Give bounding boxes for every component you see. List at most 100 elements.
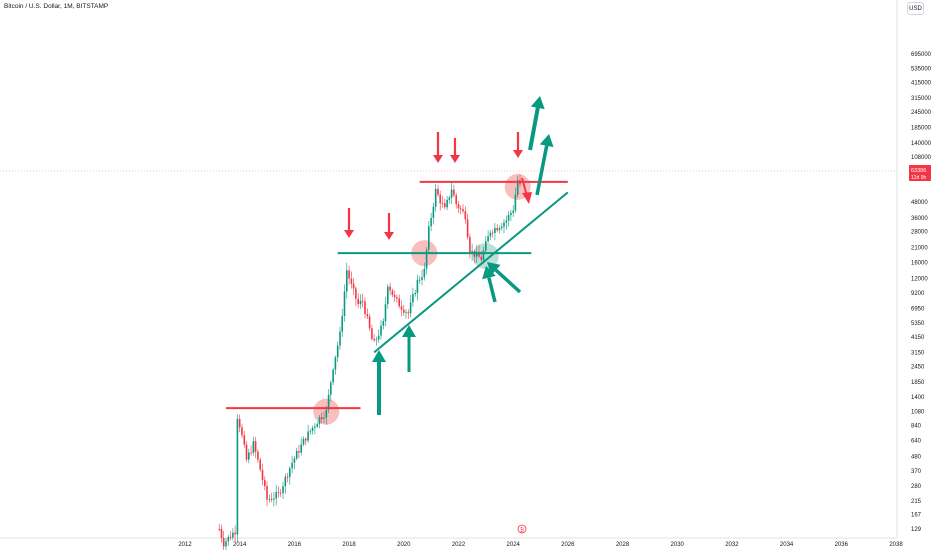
candle bbox=[254, 441, 257, 452]
candle bbox=[268, 498, 271, 500]
candle bbox=[439, 194, 441, 204]
time-tick-label: 2036 bbox=[835, 542, 849, 548]
candle bbox=[507, 215, 510, 221]
candle bbox=[498, 228, 501, 231]
candle bbox=[275, 492, 277, 499]
candle bbox=[466, 219, 469, 238]
candle bbox=[373, 339, 375, 341]
price-tick-label: 6950 bbox=[911, 307, 925, 313]
price-tick-label: 315000 bbox=[911, 96, 932, 102]
candle bbox=[421, 277, 423, 280]
candle bbox=[450, 189, 453, 198]
candle bbox=[416, 280, 419, 293]
time-tick-label: 2014 bbox=[233, 542, 247, 548]
up-arrow bbox=[528, 96, 545, 151]
price-tick-label: 3150 bbox=[911, 350, 925, 356]
candle bbox=[323, 417, 325, 419]
price-tick-label: 48000 bbox=[911, 200, 928, 206]
event-marker[interactable]: ₿ bbox=[517, 524, 527, 534]
candle bbox=[446, 199, 448, 208]
price-tick-label: 1080 bbox=[911, 410, 925, 416]
candle bbox=[494, 228, 496, 233]
candle bbox=[480, 256, 483, 261]
candle bbox=[510, 212, 512, 216]
candle bbox=[325, 409, 328, 418]
event-marker-label: ₿ bbox=[520, 527, 524, 534]
candle bbox=[357, 298, 359, 305]
up-arrow bbox=[402, 325, 416, 372]
currency-button[interactable]: USD bbox=[907, 2, 924, 15]
candle bbox=[362, 300, 364, 302]
candle bbox=[266, 486, 268, 500]
price-tick-label: 9200 bbox=[911, 291, 925, 297]
candle bbox=[414, 293, 416, 295]
candle bbox=[225, 541, 227, 547]
candle bbox=[348, 270, 350, 279]
candle bbox=[229, 536, 232, 538]
time-tick-label: 2030 bbox=[671, 542, 685, 548]
candle bbox=[289, 468, 291, 478]
up-arrow bbox=[372, 350, 386, 415]
price-tick-label: 215 bbox=[911, 499, 922, 505]
candle bbox=[487, 236, 489, 242]
price-tick-label: 2450 bbox=[911, 364, 925, 370]
arrows bbox=[344, 96, 554, 415]
candle bbox=[423, 268, 426, 278]
price-tick-label: 415000 bbox=[911, 81, 932, 87]
candle bbox=[459, 208, 462, 210]
time-tick-label: 2038 bbox=[889, 542, 903, 548]
candle bbox=[448, 197, 451, 200]
time-tick-label: 2034 bbox=[780, 542, 794, 548]
candle bbox=[352, 283, 355, 289]
candle bbox=[384, 304, 387, 322]
candle bbox=[270, 498, 273, 500]
candle bbox=[482, 250, 485, 261]
candle bbox=[218, 529, 220, 530]
candle bbox=[250, 452, 252, 454]
down-arrow bbox=[521, 177, 532, 204]
candle bbox=[238, 418, 241, 428]
candle bbox=[279, 492, 282, 494]
candle bbox=[327, 394, 330, 410]
candle bbox=[409, 302, 412, 314]
time-tick-label: 2024 bbox=[507, 542, 521, 548]
down-arrow bbox=[433, 132, 443, 163]
candle bbox=[286, 476, 289, 478]
price-tick-label: 640 bbox=[911, 439, 922, 445]
candle bbox=[485, 241, 487, 251]
candle bbox=[252, 441, 255, 453]
candle bbox=[405, 312, 407, 314]
candle bbox=[387, 286, 389, 305]
candle bbox=[293, 458, 296, 463]
candle bbox=[501, 226, 503, 229]
candle bbox=[282, 486, 284, 494]
candle bbox=[359, 300, 362, 305]
candle bbox=[305, 438, 307, 441]
candle bbox=[512, 210, 514, 213]
candle bbox=[391, 290, 394, 296]
support-line bbox=[373, 191, 569, 354]
highlight-circles bbox=[313, 173, 531, 425]
time-tick-label: 2016 bbox=[288, 542, 302, 548]
candle bbox=[364, 301, 366, 315]
candle bbox=[475, 251, 478, 257]
candle bbox=[341, 316, 343, 332]
down-arrow bbox=[513, 132, 523, 158]
candle bbox=[343, 291, 346, 316]
candle bbox=[248, 452, 250, 460]
candle bbox=[366, 314, 369, 317]
candle bbox=[336, 345, 339, 358]
candle bbox=[478, 251, 480, 257]
candle bbox=[277, 492, 280, 493]
candle bbox=[457, 204, 460, 209]
price-tick-label: 16000 bbox=[911, 261, 928, 267]
candle bbox=[455, 195, 457, 205]
candle bbox=[428, 226, 430, 250]
candle bbox=[398, 298, 400, 307]
candle bbox=[307, 431, 309, 441]
price-badge: 63386 12d 9h bbox=[909, 165, 931, 181]
candle bbox=[302, 438, 305, 445]
time-tick-label: 2018 bbox=[342, 542, 356, 548]
candle bbox=[412, 294, 414, 303]
